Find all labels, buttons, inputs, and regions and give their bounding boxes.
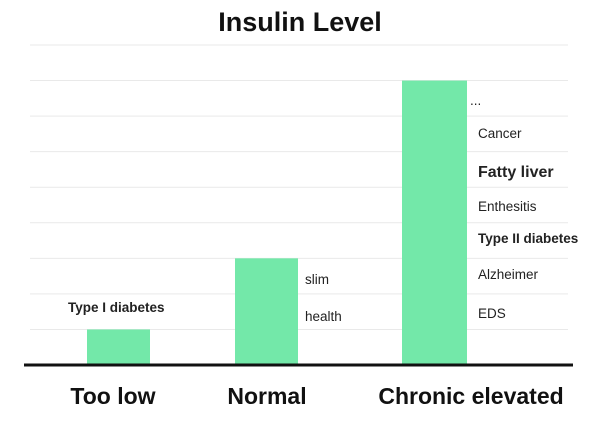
annotation-label: Enthesitis	[478, 199, 537, 214]
category-label: Chronic elevated	[378, 383, 563, 409]
annotation-label: Cancer	[478, 126, 522, 141]
category-labels: Too low Normal Chronic elevated	[70, 383, 563, 409]
bar-too-low	[87, 329, 150, 365]
annotation-label: Type I diabetes	[68, 300, 165, 315]
annotation-label: health	[305, 309, 342, 324]
bar-chronic-elevated	[402, 80, 467, 366]
annotation-label: Type II diabetes	[478, 231, 578, 246]
annotations: Type I diabetes slim health... Cancer Fatty …	[68, 93, 578, 324]
annotation-label: ...	[470, 93, 481, 108]
annotation-label: Fatty liver	[478, 164, 554, 181]
annotation-label: EDS	[478, 306, 506, 321]
bar-normal	[235, 258, 298, 365]
bars	[87, 80, 467, 366]
annotation-label: Alzheimer	[478, 267, 539, 282]
annotation-label: slim	[305, 272, 329, 287]
category-label: Too low	[70, 383, 155, 409]
gridlines	[30, 44, 568, 330]
category-label: Normal	[227, 383, 306, 409]
chart-title: Insulin Level	[218, 7, 382, 37]
